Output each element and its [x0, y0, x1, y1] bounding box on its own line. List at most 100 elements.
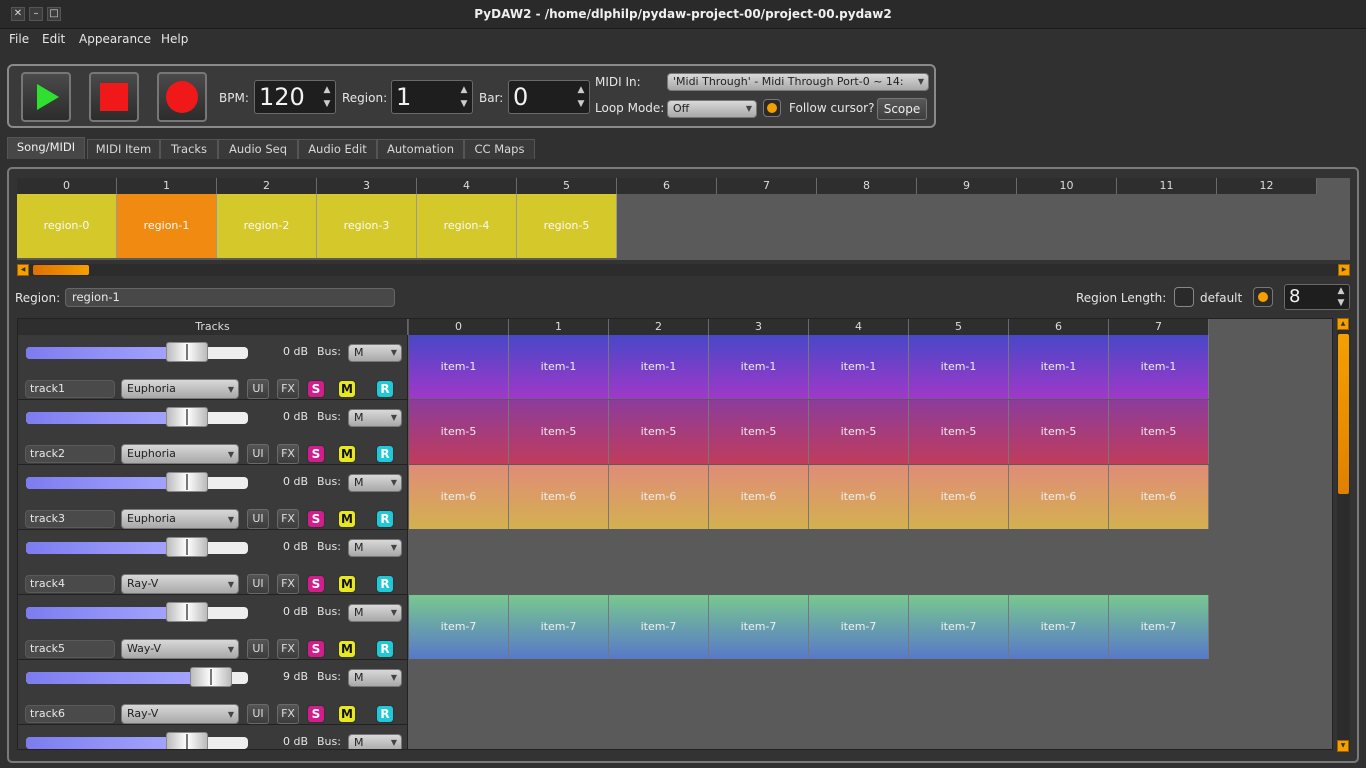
- volume-slider[interactable]: [26, 412, 248, 424]
- region-block[interactable]: region-0: [17, 194, 117, 258]
- follow-cursor-toggle[interactable]: [763, 99, 781, 117]
- maximize-icon[interactable]: □: [47, 7, 61, 21]
- song-horizontal-scrollbar[interactable]: ◀ ▶: [17, 264, 1350, 276]
- midi-item-block[interactable]: item-6: [1109, 465, 1209, 529]
- spin-down-icon[interactable]: ▼: [1337, 298, 1345, 308]
- track-record-button[interactable]: R: [376, 510, 394, 528]
- midi-item-block[interactable]: item-5: [609, 400, 709, 464]
- midi-item-block[interactable]: item-5: [509, 400, 609, 464]
- instrument-select[interactable]: Euphoria ▼: [121, 379, 239, 399]
- track-solo-button[interactable]: S: [307, 380, 325, 398]
- instrument-select[interactable]: Euphoria ▼: [121, 444, 239, 464]
- midi-item-block[interactable]: item-6: [609, 465, 709, 529]
- track-ui-button[interactable]: UI: [247, 509, 269, 529]
- instrument-select[interactable]: Ray-V ▼: [121, 704, 239, 724]
- region-block[interactable]: region-3: [317, 194, 417, 258]
- midi-item-block[interactable]: item-7: [809, 595, 909, 659]
- volume-slider[interactable]: [26, 477, 248, 489]
- midi-item-block[interactable]: item-6: [509, 465, 609, 529]
- bus-select[interactable]: M ▼: [348, 734, 402, 749]
- midi-item-block[interactable]: item-7: [609, 595, 709, 659]
- scroll-up-icon[interactable]: ▲: [1337, 318, 1349, 330]
- track-name-field[interactable]: track1: [25, 380, 115, 398]
- track-mute-button[interactable]: M: [338, 575, 356, 593]
- spin-up-icon[interactable]: ▲: [323, 85, 331, 95]
- midi-item-block[interactable]: item-6: [709, 465, 809, 529]
- record-button[interactable]: [157, 72, 207, 122]
- instrument-select[interactable]: Euphoria ▼: [121, 509, 239, 529]
- track-mute-button[interactable]: M: [338, 640, 356, 658]
- volume-handle[interactable]: [166, 732, 208, 749]
- track-solo-button[interactable]: S: [307, 445, 325, 463]
- volume-slider[interactable]: [26, 737, 248, 749]
- track-record-button[interactable]: R: [376, 705, 394, 723]
- midi-item-block[interactable]: item-7: [509, 595, 609, 659]
- track-record-button[interactable]: R: [376, 380, 394, 398]
- track-fx-button[interactable]: FX: [277, 639, 299, 659]
- bus-select[interactable]: M ▼: [348, 344, 402, 362]
- midi-item-block[interactable]: item-1: [909, 335, 1009, 399]
- track-record-button[interactable]: R: [376, 445, 394, 463]
- stop-button[interactable]: [89, 72, 139, 122]
- region-spinbox[interactable]: 1 ▲ ▼: [391, 80, 473, 114]
- midi-item-block[interactable]: item-1: [1109, 335, 1209, 399]
- track-solo-button[interactable]: S: [307, 510, 325, 528]
- midi-item-block[interactable]: item-5: [809, 400, 909, 464]
- midi-item-block[interactable]: item-5: [909, 400, 1009, 464]
- track-fx-button[interactable]: FX: [277, 379, 299, 399]
- midi-item-block[interactable]: item-1: [609, 335, 709, 399]
- track-record-button[interactable]: R: [376, 640, 394, 658]
- track-solo-button[interactable]: S: [307, 575, 325, 593]
- tab-midi-item[interactable]: MIDI Item: [87, 139, 160, 159]
- minimize-icon[interactable]: –: [29, 7, 43, 21]
- bus-select[interactable]: M ▼: [348, 474, 402, 492]
- default-length-checkbox[interactable]: [1174, 287, 1194, 307]
- scroll-thumb[interactable]: [1338, 334, 1349, 494]
- volume-handle[interactable]: [190, 667, 232, 687]
- region-length-spinbox[interactable]: 8 ▲ ▼: [1284, 284, 1350, 310]
- tab-audio-seq[interactable]: Audio Seq: [218, 139, 298, 159]
- midi-item-block[interactable]: item-1: [509, 335, 609, 399]
- spin-down-icon[interactable]: ▼: [323, 99, 331, 109]
- bar-spinbox[interactable]: 0 ▲ ▼: [508, 80, 590, 114]
- volume-handle[interactable]: [166, 342, 208, 362]
- spin-up-icon[interactable]: ▲: [577, 85, 585, 95]
- tab-tracks[interactable]: Tracks: [160, 139, 218, 159]
- midi-item-block[interactable]: item-5: [409, 400, 509, 464]
- spin-up-icon[interactable]: ▲: [1337, 286, 1345, 296]
- midi-item-block[interactable]: item-7: [1009, 595, 1109, 659]
- midi-item-block[interactable]: item-1: [709, 335, 809, 399]
- scope-button[interactable]: Scope: [877, 98, 927, 120]
- volume-slider[interactable]: [26, 607, 248, 619]
- bus-select[interactable]: M ▼: [348, 669, 402, 687]
- track-fx-button[interactable]: FX: [277, 444, 299, 464]
- spin-down-icon[interactable]: ▼: [577, 99, 585, 109]
- bus-select[interactable]: M ▼: [348, 409, 402, 427]
- tab-song-midi[interactable]: Song/MIDI: [7, 137, 85, 159]
- volume-handle[interactable]: [166, 472, 208, 492]
- scroll-left-icon[interactable]: ◀: [17, 264, 29, 276]
- loop-mode-select[interactable]: Off ▼: [667, 100, 757, 118]
- scroll-down-icon[interactable]: ▼: [1337, 740, 1349, 752]
- menu-appearance[interactable]: Appearance: [79, 32, 152, 46]
- track-ui-button[interactable]: UI: [247, 444, 269, 464]
- midi-item-block[interactable]: item-7: [709, 595, 809, 659]
- bus-select[interactable]: M ▼: [348, 539, 402, 557]
- scroll-right-icon[interactable]: ▶: [1338, 264, 1350, 276]
- bpm-spinbox[interactable]: 120 ▲ ▼: [254, 80, 336, 114]
- region-block[interactable]: region-5: [517, 194, 617, 258]
- menu-edit[interactable]: Edit: [42, 32, 66, 46]
- track-mute-button[interactable]: M: [338, 510, 356, 528]
- region-block[interactable]: region-1: [117, 194, 217, 258]
- midi-item-block[interactable]: item-7: [409, 595, 509, 659]
- midi-item-block[interactable]: item-1: [1009, 335, 1109, 399]
- track-ui-button[interactable]: UI: [247, 639, 269, 659]
- bus-select[interactable]: M ▼: [348, 604, 402, 622]
- volume-slider[interactable]: [26, 347, 248, 359]
- volume-handle[interactable]: [166, 537, 208, 557]
- track-mute-button[interactable]: M: [338, 380, 356, 398]
- tab-cc-maps[interactable]: CC Maps: [464, 139, 535, 159]
- midi-item-block[interactable]: item-7: [909, 595, 1009, 659]
- track-mute-button[interactable]: M: [338, 445, 356, 463]
- region-name-field[interactable]: region-1: [65, 288, 395, 307]
